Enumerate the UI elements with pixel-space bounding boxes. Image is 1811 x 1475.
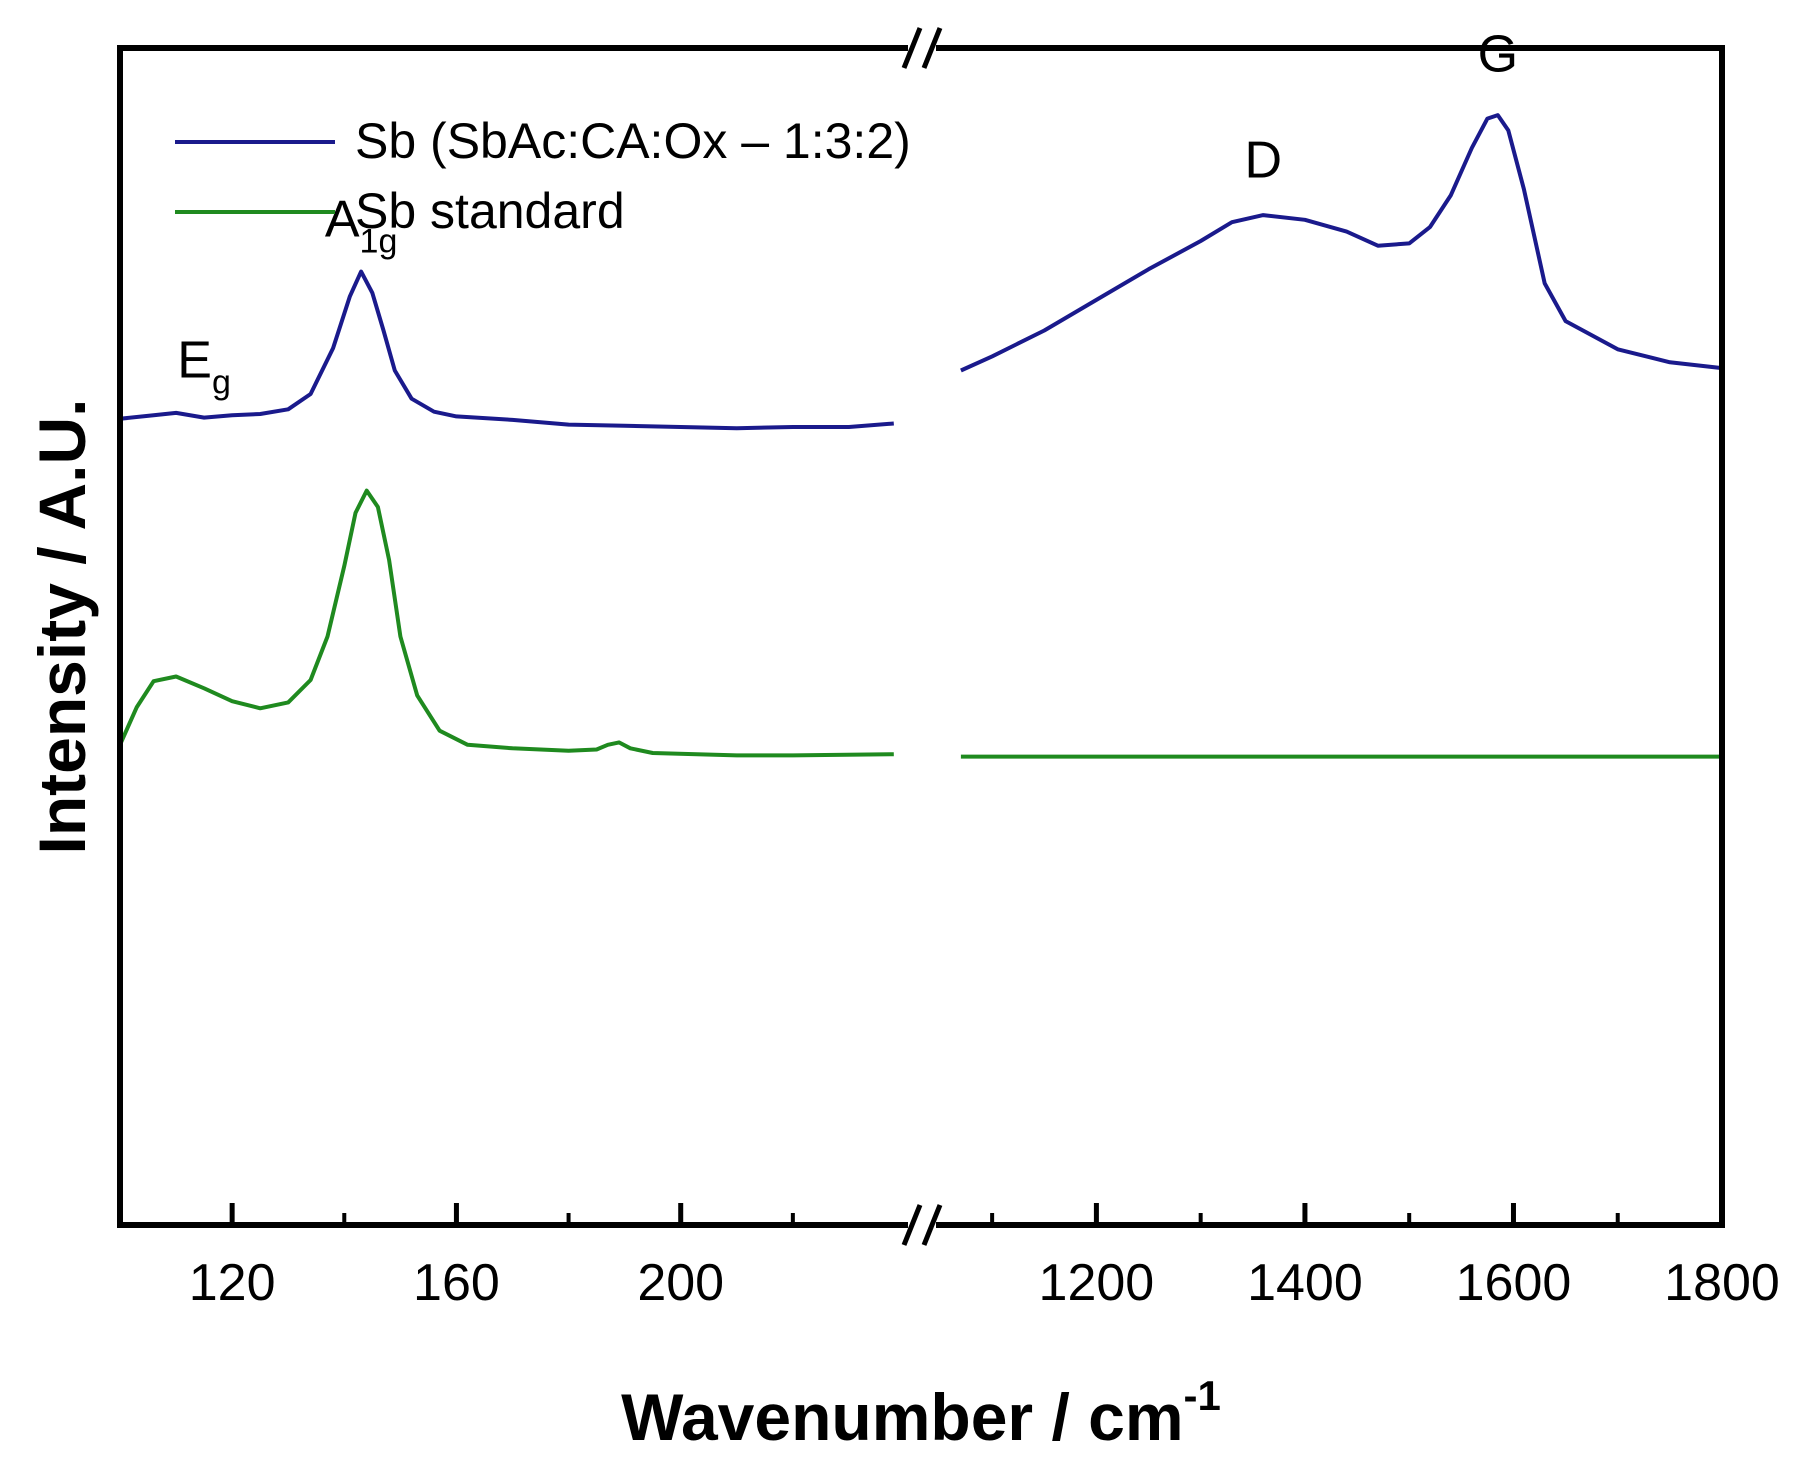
axis-break-mark-top-1 — [921, 27, 943, 69]
peak-label-1-main: A — [325, 190, 360, 248]
legend-label-sb-standard: Sb standard — [355, 183, 625, 239]
peak-label-3: G — [1478, 26, 1518, 84]
series-line-0-segment-0 — [119, 269, 894, 431]
x-tick-label-120: 120 — [189, 1254, 276, 1312]
x-tick-label-1600: 1600 — [1456, 1254, 1572, 1312]
axis-break-mark-bottom-0 — [901, 1204, 923, 1246]
y-axis-title: Intensity / A.U. — [25, 399, 99, 855]
peak-label-1-subscript: 1g — [360, 222, 398, 260]
peak-label-3-main: G — [1478, 26, 1518, 84]
legend-label-sb-sample: Sb (SbAc:CA:Ox – 1:3:2) — [355, 113, 911, 169]
x-tick-label-200: 200 — [637, 1254, 724, 1312]
plot-frame — [117, 27, 1725, 1246]
peak-label-1: A1g — [325, 190, 398, 260]
series-line-0-segment-1 — [960, 113, 1723, 373]
x-axis-title: Wavenumber / cm-1 — [621, 1372, 1221, 1454]
legend: Sb (SbAc:CA:Ox – 1:3:2) Sb standard — [175, 113, 911, 239]
peak-label-0-main: E — [177, 332, 212, 390]
series-line-1-segment-0 — [118, 488, 894, 758]
axis-break-mark-top-0 — [901, 27, 923, 69]
chart-labels: Eg A1g D G — [177, 26, 1518, 402]
x-axis-title-main: Wavenumber / cm — [621, 1380, 1183, 1454]
x-tick-label-1400: 1400 — [1247, 1254, 1363, 1312]
peak-label-0-subscript: g — [212, 364, 231, 402]
peak-label-2-main: D — [1244, 131, 1282, 189]
peak-label-0: Eg — [177, 332, 231, 402]
x-tick-label-1200: 1200 — [1039, 1254, 1155, 1312]
peak-label-2: D — [1244, 131, 1282, 189]
x-axis-title-superscript: -1 — [1184, 1372, 1221, 1419]
plot-area — [118, 113, 1723, 759]
axis-ticks: 120 160 200 1200 1400 1600 1800 — [189, 1203, 1780, 1312]
x-tick-label-160: 160 — [413, 1254, 500, 1312]
x-tick-label-1800: 1800 — [1664, 1254, 1780, 1312]
axis-break-mark-bottom-1 — [921, 1204, 943, 1246]
